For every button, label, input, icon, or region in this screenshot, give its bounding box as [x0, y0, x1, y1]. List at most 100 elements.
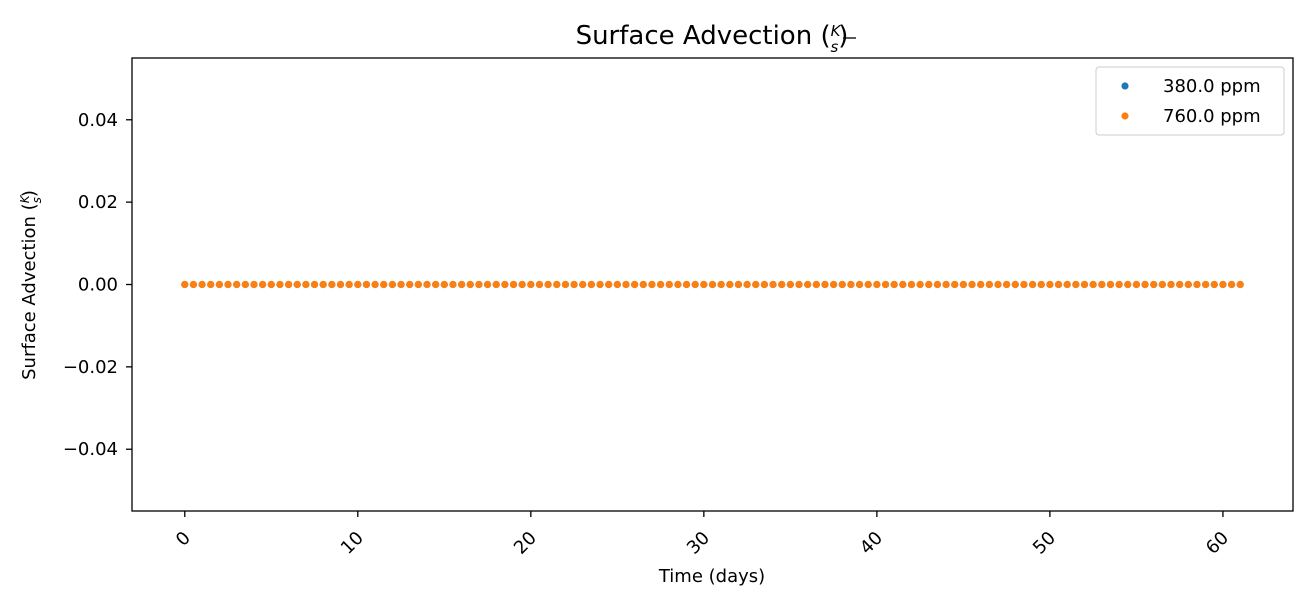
- data-point: [587, 280, 595, 289]
- data-point: [1098, 280, 1106, 289]
- title-prefix: Surface Advection (: [576, 21, 831, 51]
- data-point: [864, 280, 872, 289]
- data-point: [1046, 280, 1054, 289]
- data-point: [708, 280, 717, 289]
- data-point: [1227, 280, 1236, 289]
- data-point: [968, 280, 976, 289]
- y-axis-label: Surface Advection (Ks): [18, 190, 44, 380]
- data-point: [1063, 280, 1071, 289]
- data-point: [527, 280, 535, 289]
- x-tick-label: 50: [1029, 528, 1060, 559]
- data-point: [276, 280, 284, 289]
- data-point: [1150, 280, 1158, 289]
- y-axis-label-group: Surface Advection (Ks): [18, 190, 44, 380]
- data-point: [1028, 280, 1037, 289]
- data-point: [423, 280, 431, 289]
- data-point: [483, 280, 492, 289]
- data-point: [1020, 280, 1028, 289]
- data-point: [336, 280, 345, 289]
- data-point: [1167, 280, 1175, 289]
- data-point: [267, 280, 275, 289]
- data-point: [752, 280, 760, 289]
- x-tick-label: 20: [510, 528, 541, 559]
- ylabel-prefix: Surface Advection (: [19, 203, 40, 380]
- data-point: [449, 280, 457, 289]
- ylabel-fraction-numerator: K: [18, 194, 32, 203]
- data-point: [570, 280, 578, 289]
- data-point: [181, 280, 189, 289]
- data-point: [847, 280, 855, 289]
- title-fraction-denominator: s: [830, 38, 838, 56]
- chart-title: Surface Advection (K s): [576, 21, 849, 56]
- data-point: [804, 280, 812, 289]
- x-tick-label: 30: [683, 528, 714, 559]
- data-point: [319, 280, 327, 289]
- series-760ppm: [181, 280, 1244, 289]
- y-axis-ticks: 0.04 0.02 0.00 −0.02 −0.04: [63, 110, 132, 460]
- data-point: [544, 280, 552, 289]
- series-layer: [181, 280, 1244, 289]
- data-point: [1219, 280, 1227, 289]
- data-point: [328, 280, 336, 289]
- data-point: [207, 280, 215, 289]
- data-point: [925, 280, 933, 289]
- legend-label-760: 760.0 ppm: [1163, 106, 1261, 127]
- data-point: [1132, 280, 1141, 289]
- data-point: [509, 280, 518, 289]
- data-point: [466, 280, 474, 289]
- data-point: [198, 280, 206, 289]
- data-point: [916, 280, 924, 289]
- data-point: [380, 280, 388, 289]
- data-point: [674, 280, 682, 289]
- data-point: [812, 280, 820, 289]
- data-point: [215, 280, 223, 289]
- data-point: [760, 280, 769, 289]
- data-point: [769, 280, 777, 289]
- data-point: [189, 280, 198, 289]
- data-point: [397, 280, 405, 289]
- y-tick-label: −0.04: [63, 439, 118, 460]
- data-point: [362, 280, 371, 289]
- data-point: [440, 280, 448, 289]
- data-point: [959, 280, 967, 289]
- data-point: [579, 280, 587, 289]
- data-point: [1210, 280, 1218, 289]
- data-point: [259, 280, 267, 289]
- y-tick-label: 0.04: [78, 110, 118, 131]
- legend-box: [1095, 66, 1285, 136]
- data-point: [881, 280, 890, 289]
- data-point: [596, 280, 604, 289]
- data-point: [648, 280, 656, 289]
- data-point: [786, 280, 794, 289]
- data-point: [388, 280, 397, 289]
- data-point: [1011, 280, 1019, 289]
- data-point: [561, 280, 570, 289]
- x-axis-label: Time (days): [658, 566, 765, 587]
- data-point: [622, 280, 630, 289]
- data-point: [492, 280, 500, 289]
- y-tick-label: −0.02: [63, 357, 118, 378]
- data-point: [1176, 280, 1184, 289]
- ylabel-fraction-denominator: s: [30, 197, 44, 203]
- data-point: [293, 280, 301, 289]
- data-point: [302, 280, 310, 289]
- data-point: [933, 280, 942, 289]
- legend-label-380: 380.0 ppm: [1163, 76, 1261, 97]
- x-tick-label: 60: [1202, 528, 1233, 559]
- data-point: [890, 280, 898, 289]
- data-point: [639, 280, 647, 289]
- data-point: [717, 280, 725, 289]
- data-point: [535, 280, 544, 289]
- data-point: [899, 280, 907, 289]
- data-point: [1080, 280, 1089, 289]
- x-tick-label: 0: [172, 528, 195, 551]
- data-point: [873, 280, 881, 289]
- data-point: [1106, 280, 1115, 289]
- data-point: [1202, 280, 1210, 289]
- data-point: [795, 280, 803, 289]
- data-point: [1054, 280, 1063, 289]
- data-point: [1158, 280, 1166, 289]
- data-point: [838, 280, 846, 289]
- data-point: [224, 280, 232, 289]
- data-point: [1089, 280, 1097, 289]
